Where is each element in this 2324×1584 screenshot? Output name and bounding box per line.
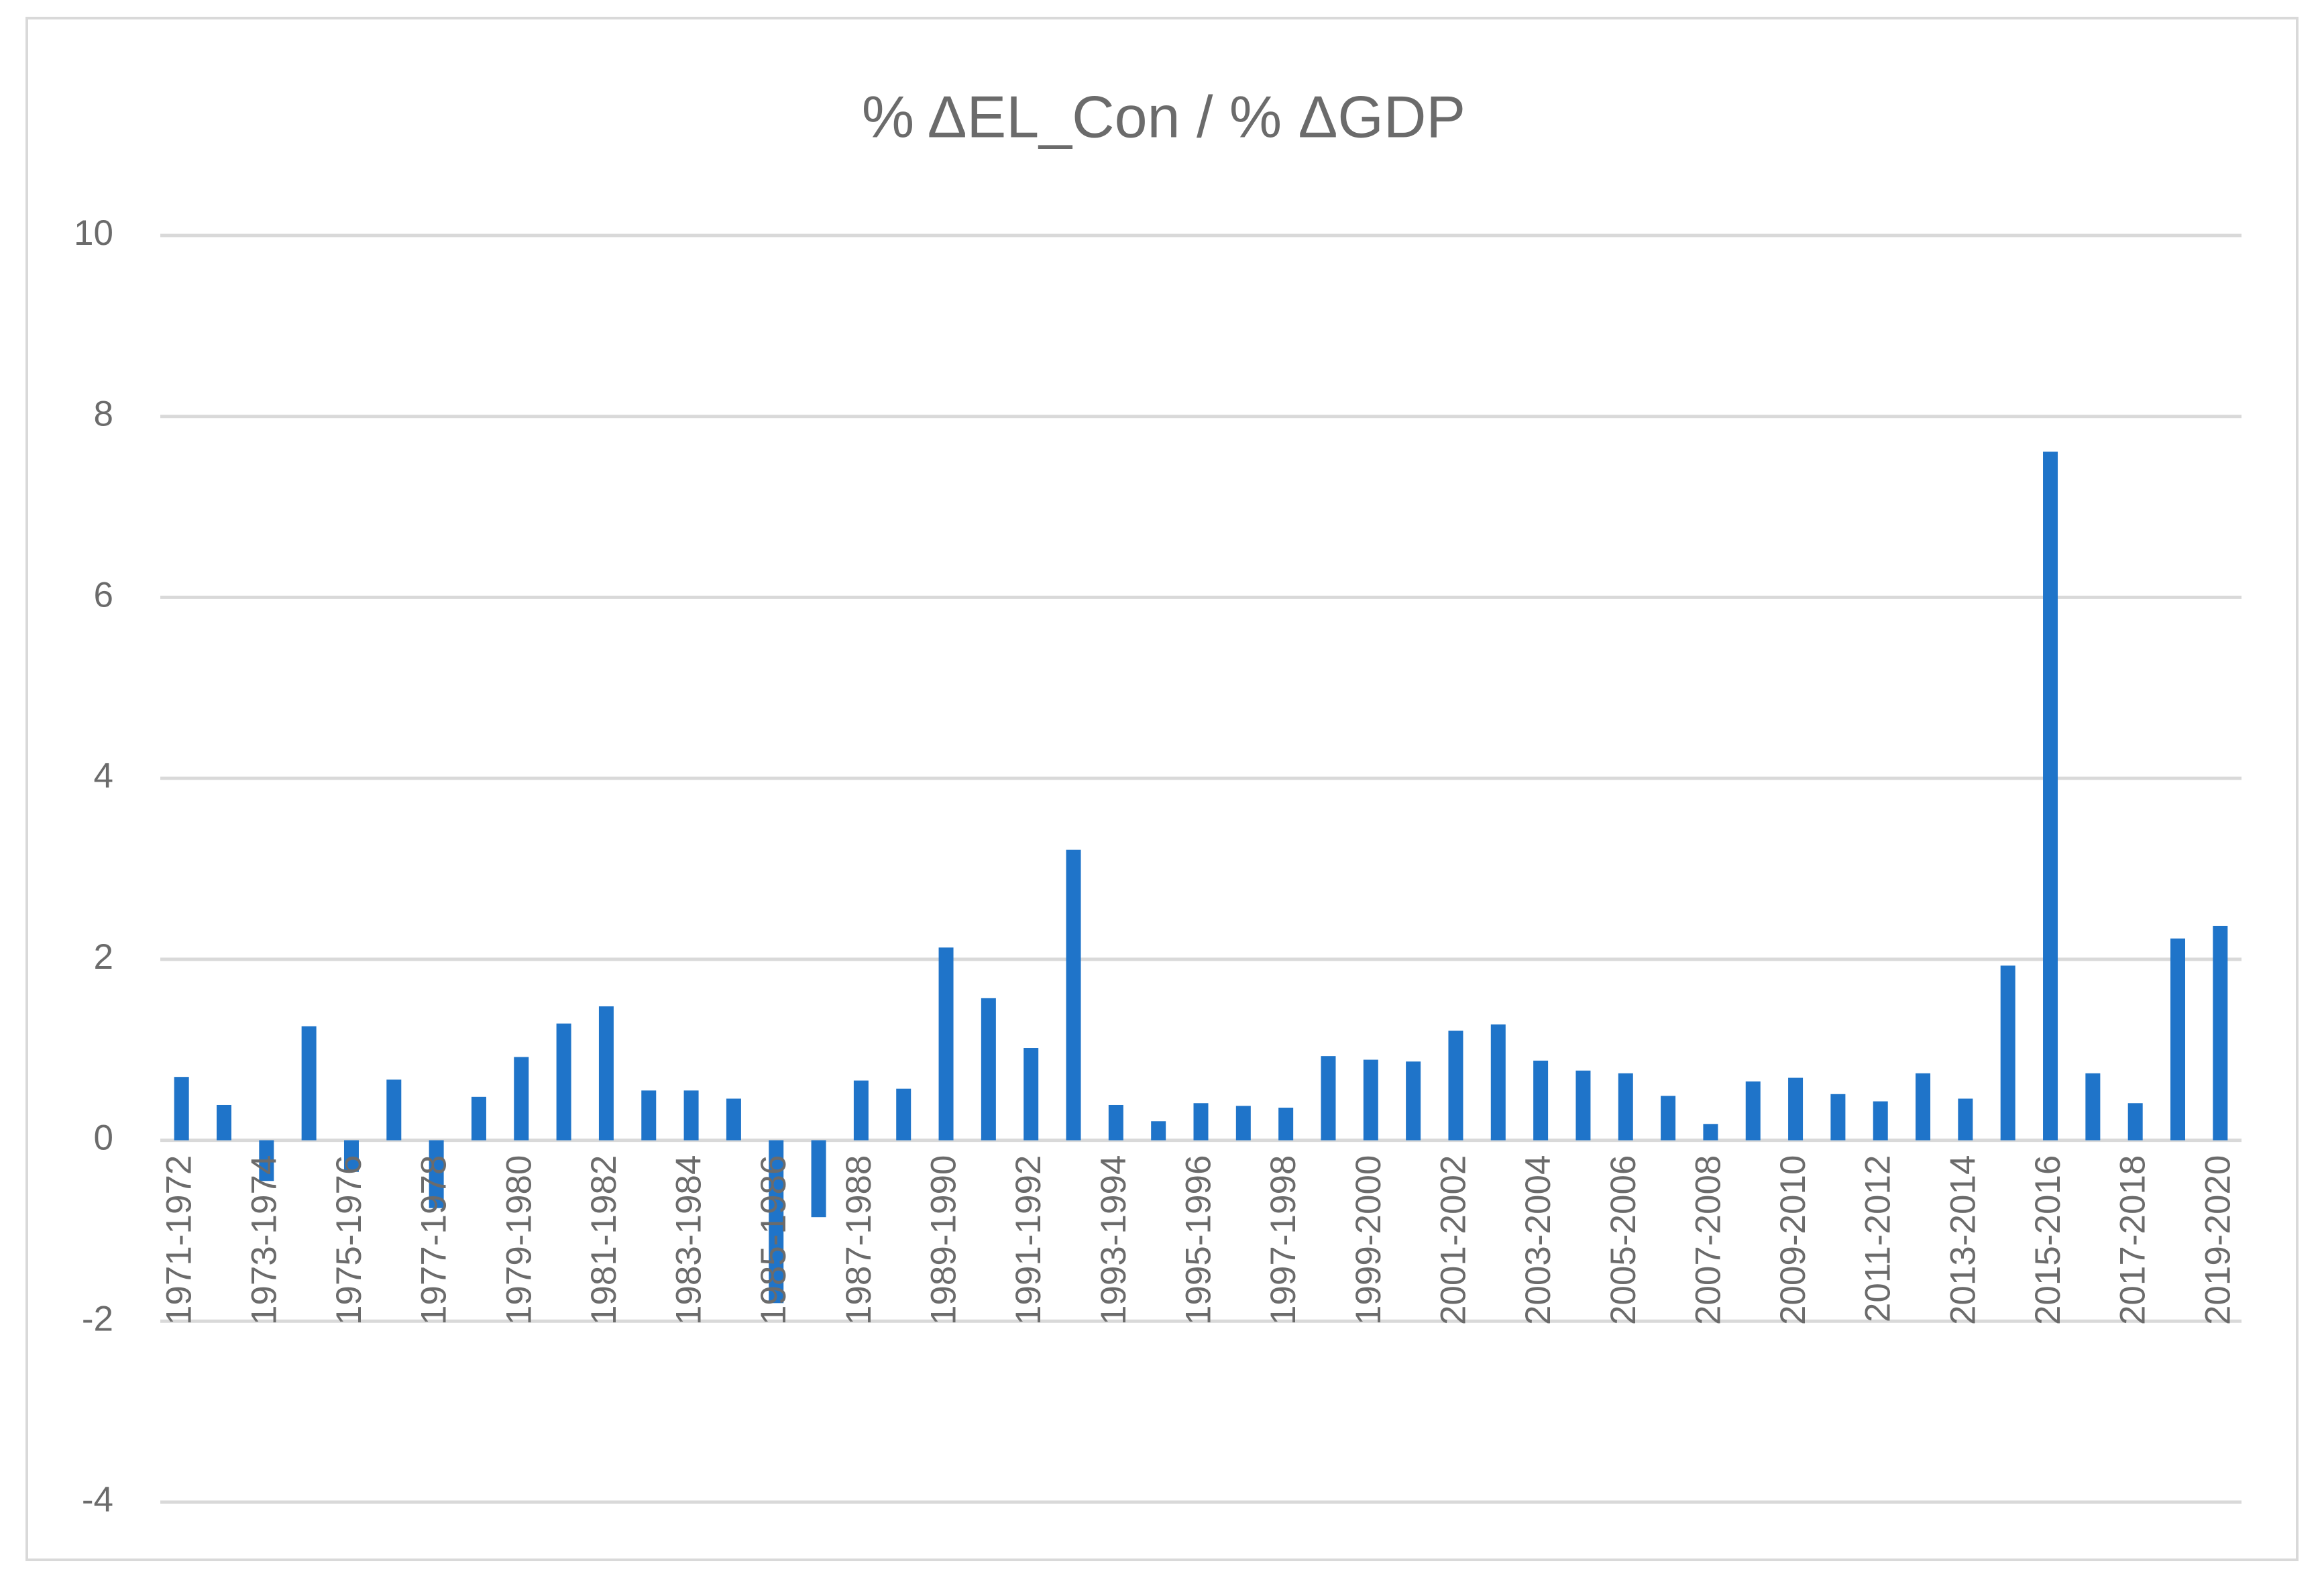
bar [1661, 1096, 1676, 1141]
bar [1916, 1073, 1931, 1141]
bar [1958, 1098, 1973, 1141]
bar [1873, 1101, 1888, 1141]
bar [2127, 1103, 2143, 1141]
x-tick-label: 1981-1982 [584, 1155, 624, 1325]
bar [471, 1096, 486, 1141]
bar [938, 947, 954, 1141]
bar [726, 1098, 741, 1141]
bar [2213, 925, 2228, 1141]
bar [1321, 1056, 1336, 1141]
y-tick-label: 4 [94, 756, 113, 796]
y-tick-label: -4 [82, 1480, 113, 1520]
bar [598, 1006, 614, 1141]
bar [2000, 965, 2015, 1141]
bar [556, 1023, 571, 1141]
bar [2085, 1073, 2101, 1141]
bar [1151, 1121, 1166, 1141]
x-tick-label: 1989-1990 [924, 1155, 964, 1325]
bar [259, 1140, 274, 1181]
bar [896, 1088, 911, 1141]
x-tick-label: 1991-1992 [1009, 1155, 1048, 1325]
bar [811, 1140, 826, 1218]
x-tick-label: 2013-2014 [1943, 1155, 1983, 1325]
x-tick-label: 1997-1998 [1264, 1155, 1303, 1325]
bar [1235, 1106, 1251, 1141]
bar [1363, 1059, 1378, 1141]
bar [1533, 1060, 1549, 1141]
bar [386, 1079, 402, 1141]
x-tick-label: 2005-2006 [1604, 1155, 1643, 1325]
bar [641, 1090, 657, 1141]
bar [1745, 1081, 1761, 1141]
x-tick-label: 2015-2016 [2028, 1155, 2068, 1325]
x-tick-label: 2001-2002 [1433, 1155, 1473, 1325]
x-tick-label: 1977-1978 [414, 1155, 454, 1325]
y-tick-label: 8 [94, 394, 113, 434]
bar [1406, 1061, 1421, 1141]
bar [1788, 1077, 1804, 1141]
bar [1023, 1048, 1039, 1141]
bar [981, 998, 996, 1141]
bar [683, 1090, 699, 1141]
bar [1448, 1031, 1463, 1141]
bar [1618, 1073, 1633, 1141]
y-tick-label: 2 [94, 937, 113, 977]
x-tick-label: 1975-1976 [329, 1155, 369, 1325]
bar [514, 1057, 529, 1141]
bar [1830, 1094, 1846, 1141]
x-tick-label: 1999-2000 [1349, 1155, 1388, 1325]
chart-title: % ΔEL_Con / % ΔGDP [862, 83, 1465, 150]
x-tick-label: 1987-1988 [839, 1155, 879, 1325]
x-tick-label: 2007-2008 [1688, 1155, 1728, 1325]
bar [853, 1080, 869, 1141]
x-tick-label: 1995-1996 [1179, 1155, 1219, 1325]
y-tick-label: 10 [74, 213, 113, 253]
bar [2170, 938, 2186, 1141]
bar [174, 1077, 189, 1141]
y-tick-label: 6 [94, 575, 113, 615]
x-tick-label: 2019-2020 [2198, 1155, 2237, 1325]
bar [769, 1140, 784, 1304]
x-tick-label: 2011-2012 [1859, 1155, 1898, 1323]
chart-border [25, 17, 2299, 1561]
bar [216, 1104, 231, 1141]
bar [1278, 1108, 1294, 1141]
bar [301, 1026, 317, 1141]
y-tick-label: -2 [82, 1299, 113, 1338]
x-tick-label: 1979-1980 [499, 1155, 539, 1325]
y-tick-label: 0 [94, 1118, 113, 1158]
x-tick-label: 2017-2018 [2113, 1155, 2153, 1325]
x-tick-label: 1985-1986 [754, 1155, 793, 1325]
bar [1108, 1104, 1123, 1141]
bar [429, 1140, 444, 1208]
x-tick-label: 1973-1974 [244, 1155, 284, 1325]
bar [1575, 1070, 1591, 1141]
x-tick-label: 1983-1984 [669, 1155, 709, 1325]
x-tick-label: 1971-1972 [160, 1155, 199, 1325]
bar [1193, 1103, 1209, 1141]
bar [343, 1140, 359, 1172]
x-tick-label: 2003-2004 [1518, 1155, 1558, 1325]
bar [1703, 1124, 1718, 1141]
bar [1490, 1024, 1506, 1141]
x-tick-label: 2009-2010 [1773, 1155, 1813, 1325]
bar [2043, 452, 2058, 1141]
x-tick-label: 1993-1994 [1094, 1155, 1133, 1325]
bar [1066, 849, 1081, 1141]
